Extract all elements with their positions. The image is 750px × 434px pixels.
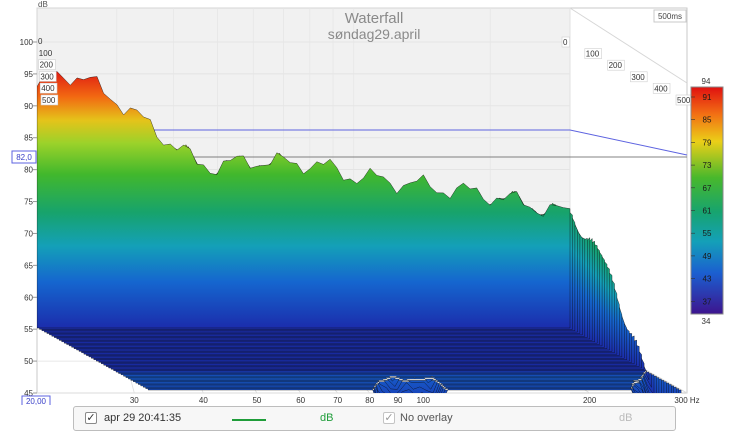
z-label-box [561, 36, 570, 48]
x-tick-label: 200 [583, 396, 597, 405]
y-tick-label: 90 [24, 102, 33, 111]
z-label-box [607, 59, 625, 71]
z-tick-label: 200 [40, 61, 54, 70]
color-tick-label: 55 [703, 229, 712, 238]
color-scale-bar [690, 86, 724, 315]
chart-title: Waterfall [345, 10, 404, 27]
color-tick-label: 49 [703, 252, 712, 261]
waterfall-chart: 45 50 55 60 65 70 75 80 85 90 95 100 30 40 50 60 70 80 90… [11, 0, 724, 405]
y-tick-label: 85 [24, 134, 33, 143]
measurement-checkbox[interactable]: ✓ [85, 412, 97, 424]
y-tick-label: 45 [24, 389, 33, 398]
x-tick-label: 90 [394, 396, 403, 405]
z-label-box [652, 83, 671, 94]
x-cursor-readout-box [21, 395, 51, 405]
z-tick-label: 400 [654, 84, 668, 93]
y-tick-label: 100 [20, 38, 34, 47]
z-tick-label: 500 [42, 96, 56, 105]
z-tick-label: 200 [609, 61, 623, 70]
z-label-box [40, 94, 59, 106]
z-label-box [584, 48, 602, 59]
x-tick-label: 40 [199, 396, 208, 405]
y-tick-label: 95 [24, 70, 33, 79]
chart-subtitle: søndag29.april [328, 26, 421, 42]
color-tick-label: 91 [703, 93, 712, 102]
z-label-box [39, 82, 58, 94]
y-axis: 45 50 55 60 65 70 75 80 85 90 95 100 [20, 38, 37, 398]
y-tick-label: 65 [24, 261, 33, 270]
color-scale-max: 94 [702, 77, 711, 86]
z-label-box [39, 71, 57, 82]
z-label-box [630, 71, 648, 83]
y-tick-label: 70 [24, 229, 33, 238]
waterfall-slice [37, 71, 571, 329]
y-tick-label: 55 [24, 325, 33, 334]
y-cursor-readout-box [11, 150, 37, 164]
color-tick-label: 43 [703, 275, 712, 284]
x-cursor-readout[interactable]: 20,00 [26, 397, 47, 405]
x-tick-label: 30 [130, 396, 139, 405]
z-tick-label: 300 [631, 73, 645, 82]
window-badge-box [653, 9, 687, 23]
z-tick-label: 300 [40, 72, 54, 81]
z-tick-label: 0 [563, 38, 568, 47]
window-badge: 500ms [658, 12, 682, 21]
legend-bar: ✓ apr 29 20:41:35 dB ✓ No overlay dB [73, 406, 676, 431]
x-tick-label: 100 [417, 396, 431, 405]
y-tick-label: 80 [24, 166, 33, 175]
x-tick-label: 70 [333, 396, 342, 405]
x-tick-label: 60 [296, 396, 305, 405]
y-tick-label: 75 [24, 198, 33, 207]
color-tick-label: 67 [703, 184, 712, 193]
measurement-label: apr 29 20:41:35 [104, 412, 182, 424]
waterfall-surface [37, 71, 682, 393]
measurement-unit: dB [320, 412, 334, 424]
overlay-unit: dB [619, 412, 633, 424]
measurement-color-line [232, 419, 266, 421]
z-label-box [38, 59, 56, 70]
z-tick-label: 100 [39, 49, 53, 58]
x-tick-label: 300 Hz [674, 396, 699, 405]
z-tick-label: 0 [38, 37, 43, 46]
z-tick-label: 100 [586, 50, 600, 59]
y-cursor-readout[interactable]: 82,0 [16, 153, 32, 162]
x-axis: 30 40 50 60 70 80 90 100 200 300 Hz [130, 396, 700, 405]
overlay-label: No overlay [400, 412, 453, 424]
overlay-checkbox[interactable]: ✓ [383, 412, 395, 424]
color-scale-ticks: 91 85 79 73 67 61 55 49 43 37 [691, 93, 712, 306]
y-tick-label: 50 [24, 357, 33, 366]
color-tick-label: 61 [703, 207, 712, 216]
z-axis-left: 0 100 200 300 400 500 [38, 37, 59, 106]
x-tick-label: 50 [252, 396, 261, 405]
color-tick-label: 79 [703, 138, 712, 147]
color-tick-label: 73 [703, 161, 712, 170]
z-axis-right: 0 100 200 300 400 500 [561, 36, 694, 106]
z-tick-label: 500 [677, 96, 691, 105]
color-tick-label: 37 [703, 297, 712, 306]
z-tick-label: 400 [41, 84, 55, 93]
y-axis-unit: dB [38, 0, 48, 9]
color-tick-label: 85 [703, 116, 712, 125]
color-scale-min: 34 [702, 317, 711, 326]
reference-level-line [37, 129, 688, 156]
x-tick-label: 80 [365, 396, 374, 405]
y-tick-label: 60 [24, 293, 33, 302]
